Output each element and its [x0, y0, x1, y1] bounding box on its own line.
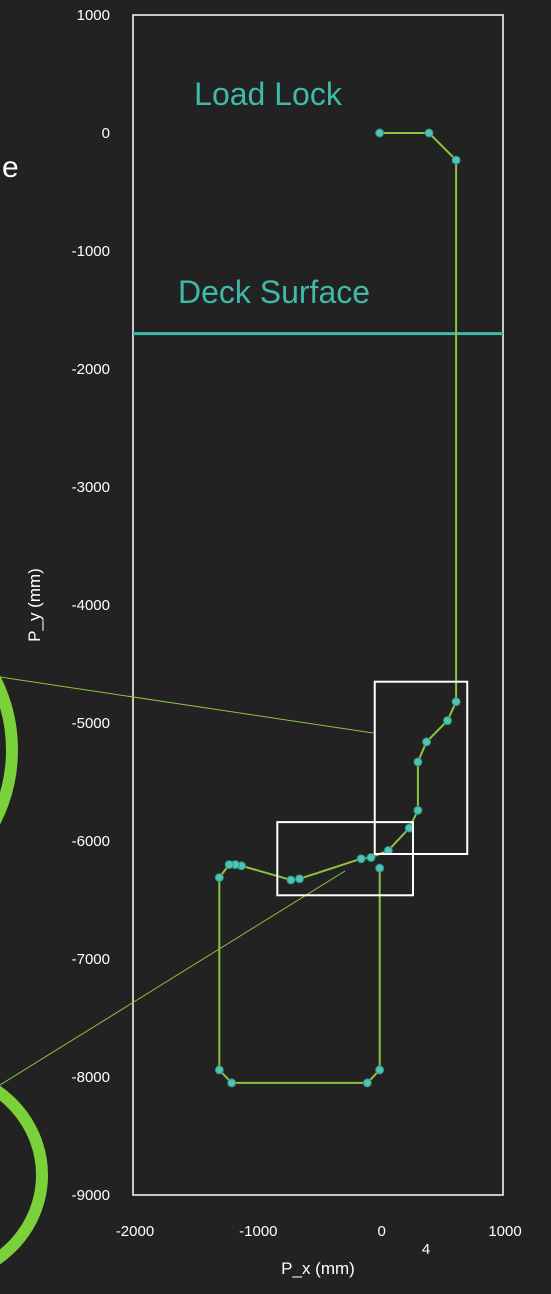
- magnifier-circle-upper: [0, 675, 18, 825]
- data-point: [375, 1065, 385, 1075]
- zoom-box: [276, 821, 414, 897]
- y-tick-label: -3000: [72, 479, 110, 496]
- y-tick-label: 1000: [77, 7, 110, 24]
- x-tick-label: -1000: [239, 1223, 277, 1240]
- x-tick-label: 0: [377, 1223, 385, 1240]
- page-number: 4: [422, 1241, 430, 1258]
- y-tick-label: -9000: [72, 1187, 110, 1204]
- y-tick-label: 0: [102, 125, 110, 142]
- data-point: [451, 155, 461, 165]
- y-tick-label: -5000: [72, 715, 110, 732]
- y-axis-title: P_y (mm): [25, 568, 44, 642]
- data-point: [295, 874, 304, 884]
- data-point: [214, 1065, 224, 1075]
- plot-frame: [132, 14, 504, 1196]
- callout-line-upper: [0, 676, 374, 734]
- data-point: [366, 853, 376, 863]
- data-point: [375, 128, 385, 138]
- data-point: [451, 697, 461, 707]
- x-tick-label: 1000: [488, 1223, 521, 1240]
- data-point: [286, 875, 296, 885]
- data-point: [422, 737, 432, 747]
- data-point: [413, 805, 423, 815]
- data-point: [224, 860, 234, 870]
- x-tick-label: -2000: [116, 1223, 154, 1240]
- x-axis-title: P_x (mm): [281, 1259, 355, 1278]
- annotation-load-lock: Load Lock: [194, 76, 343, 112]
- annotation-deck-surface: Deck Surface: [178, 274, 370, 310]
- data-point: [443, 716, 452, 726]
- y-tick-label: -4000: [72, 597, 110, 614]
- cropped-text-fragment: e: [2, 151, 19, 184]
- data-point: [362, 1078, 372, 1088]
- data-point: [356, 854, 366, 864]
- callout-line-lower: [0, 870, 346, 1086]
- data-point: [227, 1078, 237, 1088]
- zoom-box: [373, 680, 469, 855]
- magnifier-circle-lower: [0, 1085, 48, 1265]
- y-tick-label: -2000: [72, 361, 110, 378]
- y-tick-label: -8000: [72, 1069, 110, 1086]
- data-point: [413, 757, 423, 767]
- y-tick-label: -1000: [72, 243, 110, 260]
- y-tick-label: -7000: [72, 951, 110, 968]
- data-point: [375, 863, 385, 873]
- data-point: [424, 128, 434, 138]
- data-point: [214, 873, 224, 883]
- y-tick-label: -6000: [72, 833, 110, 850]
